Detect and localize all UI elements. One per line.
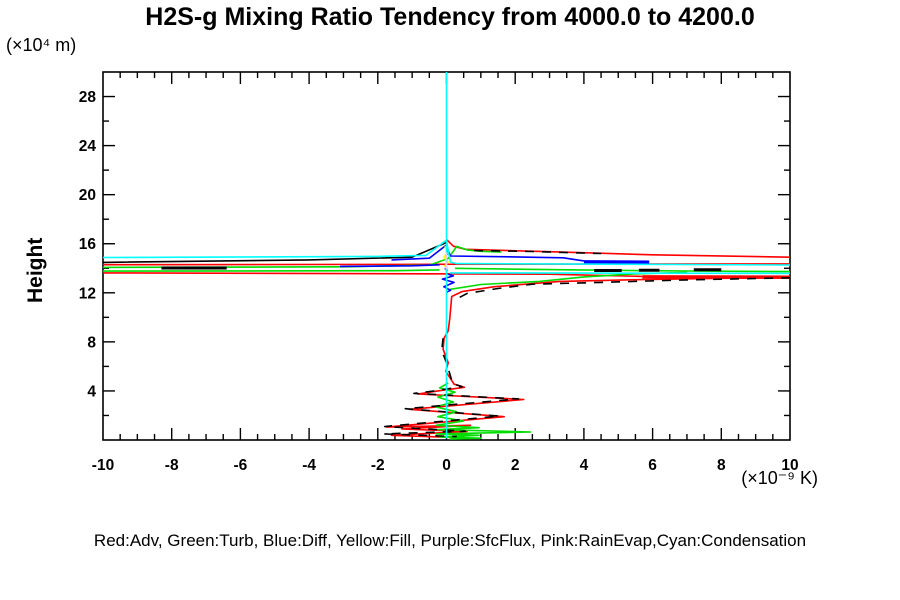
axis-ticks [103, 72, 790, 440]
x-axis-unit-label: (×10⁻⁹ K) [741, 468, 818, 488]
series-diff [339, 244, 650, 293]
svg-text:6: 6 [648, 457, 657, 474]
svg-text:-8: -8 [165, 457, 179, 474]
series-rainevap [444, 252, 448, 270]
svg-text:2: 2 [511, 457, 520, 474]
svg-text:0: 0 [442, 457, 451, 474]
svg-text:8: 8 [87, 334, 96, 351]
y-axis-unit-label: (×10⁴ m) [6, 35, 77, 55]
svg-text:20: 20 [79, 187, 96, 204]
svg-text:-10: -10 [92, 457, 114, 474]
series-lines [102, 72, 791, 440]
svg-text:-2: -2 [371, 457, 385, 474]
svg-text:-4: -4 [302, 457, 316, 474]
svg-text:-6: -6 [234, 457, 248, 474]
legend-text: Red:Adv, Green:Turb, Blue:Diff, Yellow:F… [93, 531, 807, 550]
svg-text:8: 8 [717, 457, 726, 474]
svg-text:4: 4 [580, 457, 589, 474]
svg-text:28: 28 [79, 89, 97, 106]
svg-text:24: 24 [79, 138, 97, 155]
svg-text:4: 4 [87, 383, 96, 400]
svg-text:12: 12 [79, 285, 96, 302]
series-black-no-legend-entry- [102, 241, 791, 438]
svg-text:16: 16 [79, 236, 97, 253]
chart-title: H2S-g Mixing Ratio Tendency from 4000.0 … [145, 3, 755, 31]
svg-text:10: 10 [781, 457, 798, 474]
